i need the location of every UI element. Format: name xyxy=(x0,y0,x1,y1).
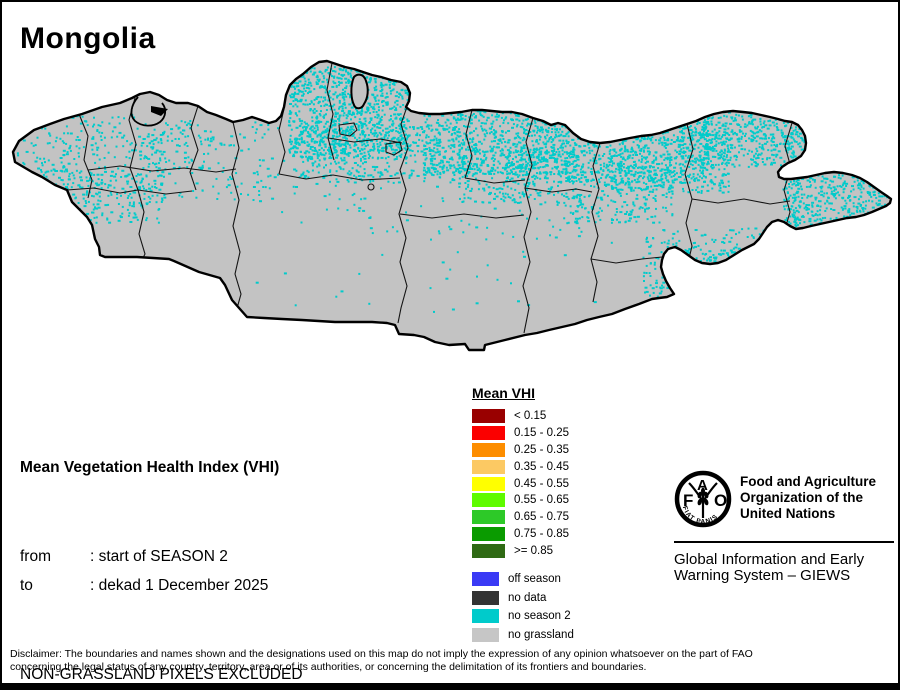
legend-swatch xyxy=(472,510,505,525)
giews-label: Global Information and Early Warning Sys… xyxy=(674,551,865,584)
province-boundaries xyxy=(66,62,793,334)
country-fill xyxy=(13,61,891,350)
info-extra-lines: NON-GRASSLAND PIXELS EXCLUDEDMETOP-AVHRR… xyxy=(20,660,303,689)
legend-label: 0.15 - 0.25 xyxy=(514,427,569,440)
legend-row: no season 2 xyxy=(472,607,574,625)
fao-logo-icon: F A O FIAT PANIS xyxy=(674,470,732,528)
page-title: Mongolia xyxy=(20,22,156,55)
info-row-label: to xyxy=(20,577,33,594)
legend-label: 0.55 - 0.65 xyxy=(514,494,569,507)
info-heading: Mean Vegetation Health Index (VHI) xyxy=(20,459,280,476)
legend-title: Mean VHI xyxy=(472,385,536,401)
legend-swatch xyxy=(472,572,499,587)
disclaimer-text: Disclaimer: The boundaries and names sho… xyxy=(10,648,753,673)
legend-label: < 0.15 xyxy=(514,410,547,423)
fao-letter-o: O xyxy=(714,491,727,510)
info-row: to : dekad 1 December 2025 xyxy=(20,571,303,601)
legend-swatch xyxy=(472,442,505,457)
legend-label: 0.45 - 0.55 xyxy=(514,477,569,490)
fao-org-name: Food and Agriculture Organization of the… xyxy=(740,474,876,521)
legend-label: 0.25 - 0.35 xyxy=(514,443,569,456)
lake-khovsgol xyxy=(350,73,369,110)
legend-swatch xyxy=(472,609,499,624)
legend-row: 0.15 - 0.25 xyxy=(472,425,574,442)
legend-row: off season xyxy=(472,570,574,588)
legend-label: no season 2 xyxy=(508,610,571,623)
legend-label: >= 0.85 xyxy=(514,544,554,557)
legend-label: 0.35 - 0.45 xyxy=(514,460,569,473)
fao-branding: F A O FIAT PANIS xyxy=(674,470,894,584)
wheat-grains xyxy=(697,487,709,506)
legend-row: 0.25 - 0.35 xyxy=(472,442,574,459)
legend-label: no data xyxy=(508,591,547,604)
legend-label: off season xyxy=(508,573,561,586)
legend-row: >= 0.85 xyxy=(472,542,574,559)
legend-row: 0.45 - 0.55 xyxy=(472,475,574,492)
info-row-value: : dekad 1 December 2025 xyxy=(90,577,269,594)
legend-label: 0.75 - 0.85 xyxy=(514,527,569,540)
legend-row: no grassland xyxy=(472,625,574,643)
legend-label: no grassland xyxy=(508,628,574,641)
info-row: from : start of SEASON 2 xyxy=(20,542,303,572)
wheat-ear-icon xyxy=(688,482,718,518)
legend-row: 0.65 - 0.75 xyxy=(472,509,574,526)
legend-row: 0.75 - 0.85 xyxy=(472,526,574,543)
bottom-frame-bar xyxy=(2,683,898,688)
legend-class-list: < 0.15 0.15 - 0.25 0.25 - 0.35 0.35 - 0.45 0… xyxy=(472,408,574,559)
legend-swatch xyxy=(472,543,505,558)
legend-swatch xyxy=(472,526,505,541)
fao-divider xyxy=(674,541,894,543)
legend-extra-class-list: off season no data no season 2 no grassland xyxy=(472,570,574,644)
legend-swatch xyxy=(472,493,505,508)
legend-row: 0.55 - 0.65 xyxy=(472,492,574,509)
legend-swatch xyxy=(472,459,505,474)
info-row-label: from xyxy=(20,547,51,565)
info-line: NON-GRASSLAND PIXELS EXCLUDED xyxy=(20,665,303,683)
legend-swatch xyxy=(472,409,505,424)
vhi-legend: Mean VHI < 0.15 0.15 - 0.25 0.25 - 0.35 0.3… xyxy=(472,385,574,644)
legend-swatch xyxy=(472,590,499,605)
legend-row: no data xyxy=(472,589,574,607)
legend-swatch xyxy=(472,476,505,491)
legend-row: < 0.15 xyxy=(472,408,574,425)
fao-letter-f: F xyxy=(683,491,693,510)
legend-swatch xyxy=(472,426,505,441)
lake-uvs-outline xyxy=(130,96,167,127)
info-row-value: : start of SEASON 2 xyxy=(90,547,228,565)
legend-swatch xyxy=(472,627,499,642)
fao-letter-a: A xyxy=(697,477,708,494)
map-info-block: Mean Vegetation Health Index (VHI) from:… xyxy=(20,394,303,689)
legend-row: 0.35 - 0.45 xyxy=(472,458,574,475)
country-border xyxy=(11,59,893,352)
legend-label: 0.65 - 0.75 xyxy=(514,511,569,524)
lake-uvs-blob xyxy=(151,106,168,116)
info-period-rows: from : start of SEASON 2 to : dekad 1 Decem… xyxy=(20,542,303,601)
